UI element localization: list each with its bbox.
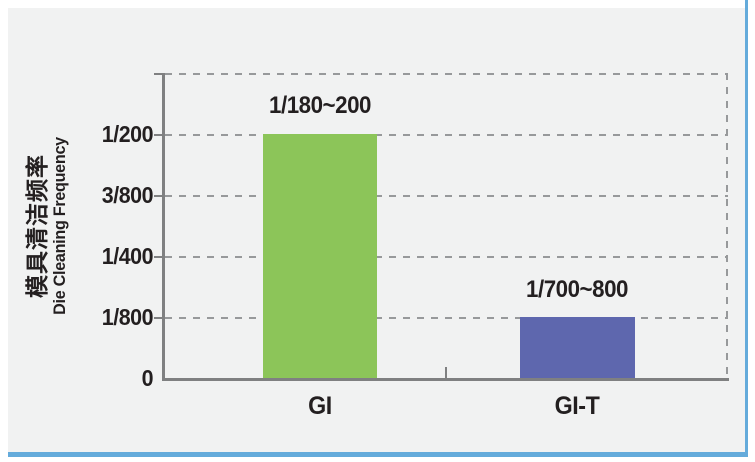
- y-axis-title-chinese: 模具清洁频率: [24, 154, 50, 298]
- x-axis-line: [162, 378, 729, 381]
- y-tick-label-1-800: 1/800: [101, 304, 154, 330]
- bar-value-label-gi-t: 1/700~800: [526, 276, 628, 303]
- y-tick-label-3-800: 3/800: [101, 182, 154, 208]
- gridline-1-400: [165, 256, 728, 258]
- y-tick-1-800: [154, 317, 162, 319]
- x-axis-category-tick: [445, 367, 447, 378]
- y-axis-line: [162, 73, 165, 381]
- y-axis-title: 模具清洁频率 Die Cleaning Frequency: [24, 56, 82, 396]
- bar-gi-t: [520, 317, 635, 378]
- right-accent-rule: [745, 0, 748, 457]
- y-tick-3-800: [154, 195, 162, 197]
- gridline-1-200: [165, 134, 728, 136]
- y-tick-1-400: [154, 256, 162, 258]
- y-tick-label-1-200: 1/200: [101, 121, 154, 147]
- category-label-gi-t: GI-T: [554, 392, 600, 420]
- gridline-top: [165, 73, 728, 75]
- plot-right-dashed-boundary: [726, 73, 728, 378]
- bar-gi: [263, 134, 377, 378]
- y-tick-1-200: [154, 134, 162, 136]
- bottom-accent-rule: [8, 452, 748, 457]
- y-tick-top: [154, 73, 162, 75]
- gridline-3-800: [165, 195, 728, 197]
- y-tick-label-0: 0: [141, 365, 154, 391]
- y-tick-label-1-400: 1/400: [101, 243, 154, 269]
- y-axis-title-english: Die Cleaning Frequency: [50, 137, 69, 315]
- category-label-gi: GI: [308, 392, 332, 420]
- bar-value-label-gi: 1/180~200: [269, 92, 371, 119]
- gridline-1-800: [165, 317, 728, 319]
